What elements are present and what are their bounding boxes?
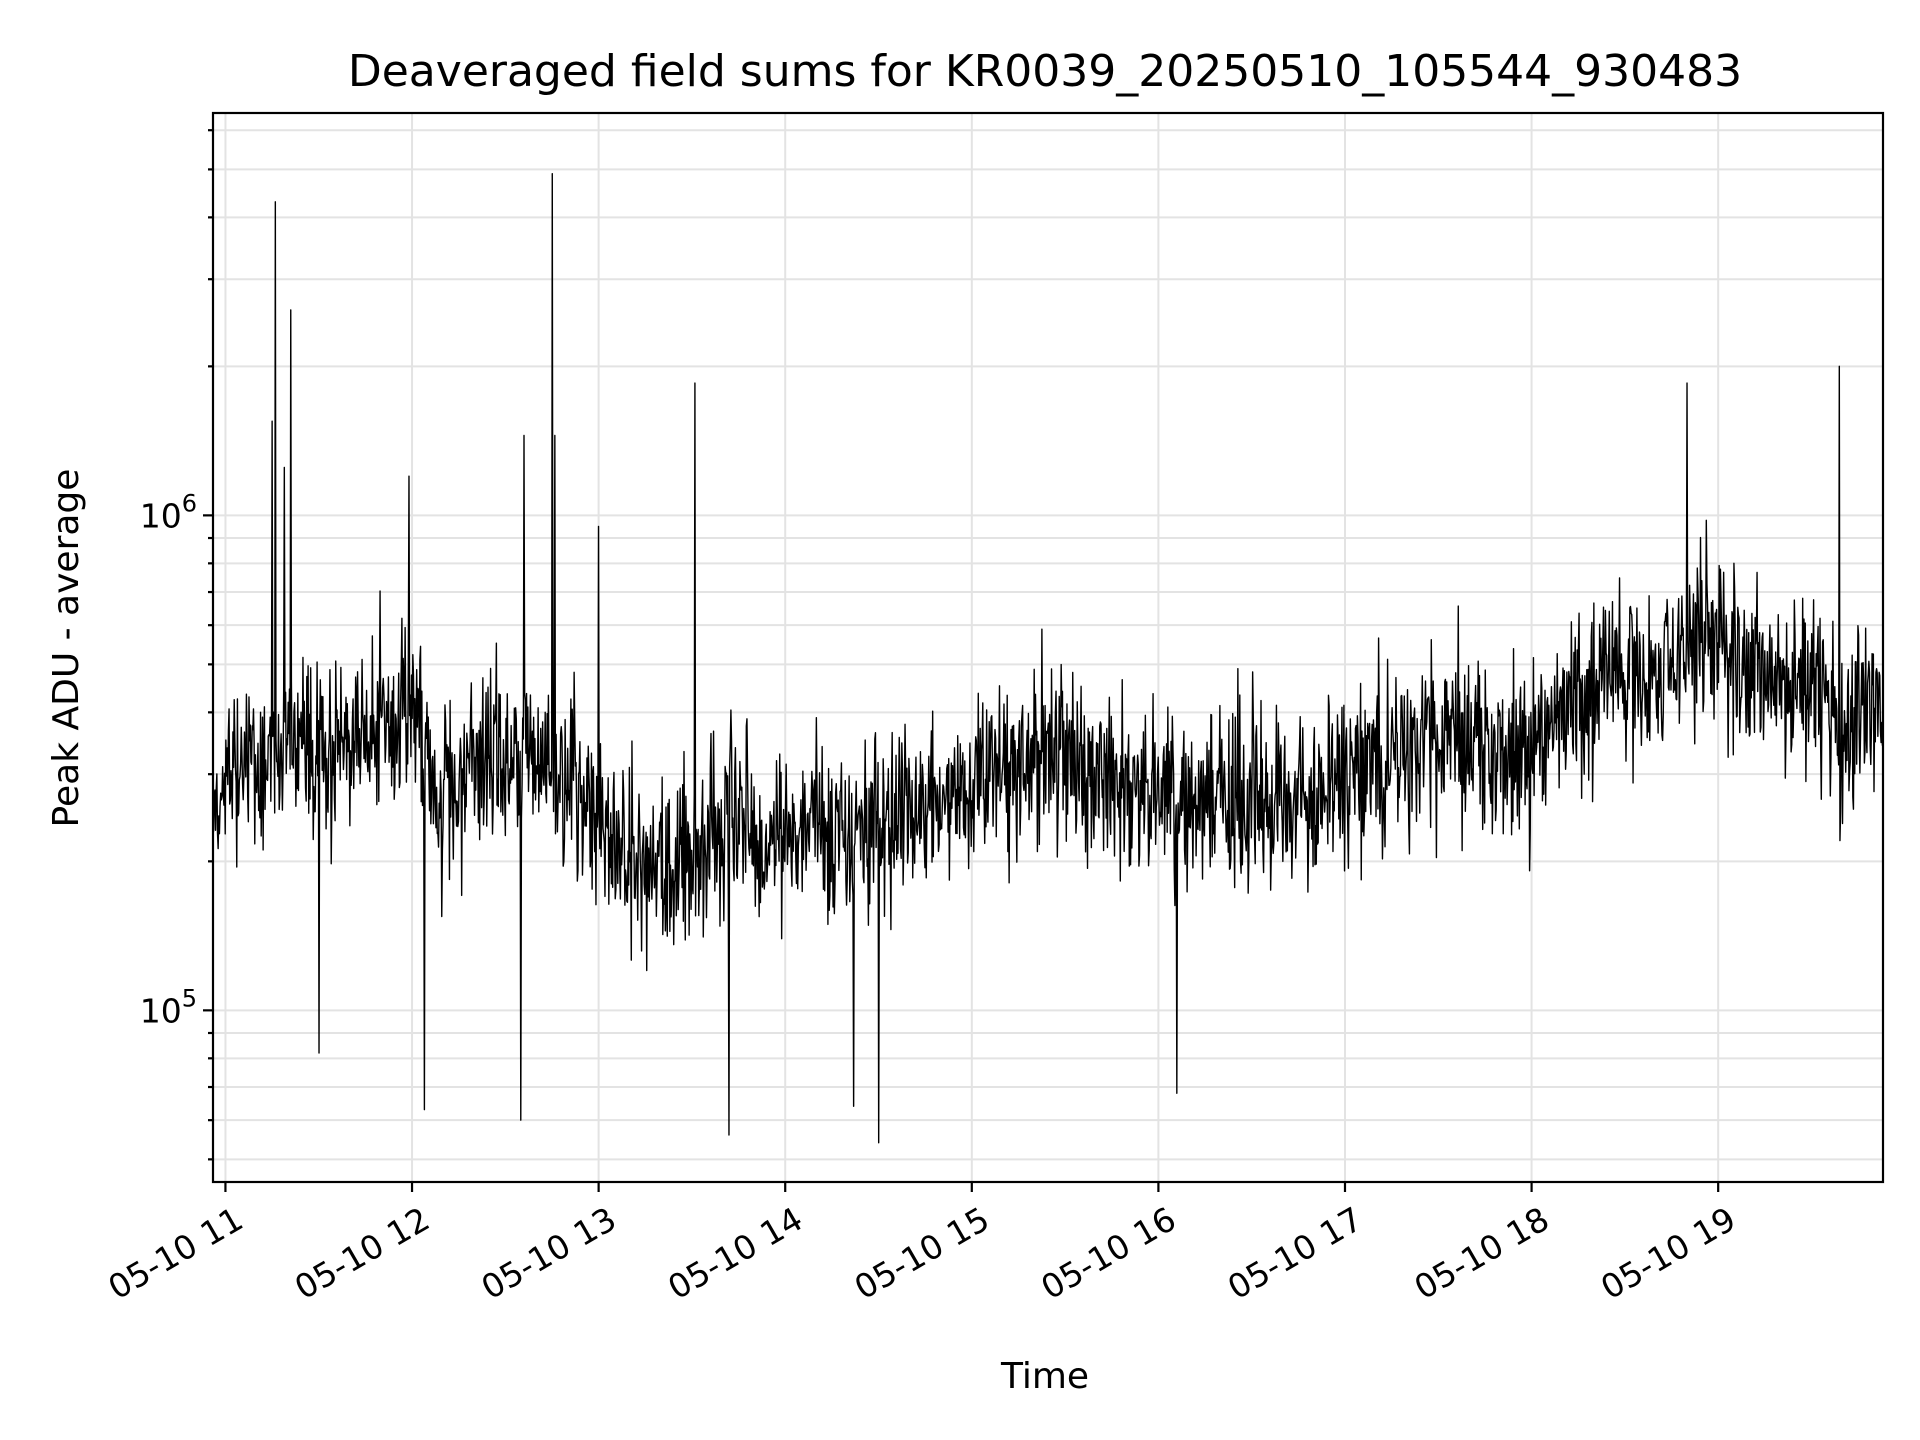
x-axis-label: Time [1000, 1356, 1089, 1397]
x-tick-label: 05-10 12 [288, 1199, 436, 1307]
y-axis-ticks: 105 106 [140, 129, 213, 1161]
series-layer [212, 173, 1884, 1144]
x-tick-label: 05-10 16 [1034, 1199, 1182, 1307]
chart-title: Deaveraged field sums for KR0039_2025051… [348, 46, 1742, 97]
y-tick-label: 106 [140, 489, 197, 535]
plot-area-frame [211, 111, 1885, 1184]
x-tick-label: 05-10 19 [1594, 1199, 1742, 1307]
grid-lines [213, 113, 1883, 1182]
series-line [212, 173, 1884, 1144]
x-tick-label: 05-10 14 [661, 1199, 809, 1307]
x-tick-label: 05-10 17 [1221, 1199, 1369, 1307]
x-tick-label: 05-10 15 [848, 1199, 996, 1307]
x-tick-label: 05-10 18 [1408, 1199, 1556, 1307]
x-tick-label: 05-10 13 [475, 1199, 623, 1307]
y-tick-label: 105 [140, 984, 197, 1030]
y-axis-label: Peak ADU - average [46, 469, 87, 828]
x-axis-ticks: 05-10 11 05-10 12 05-10 13 05-10 14 05-10 15… [101, 1182, 1742, 1307]
x-tick-label: 05-10 11 [101, 1199, 249, 1307]
